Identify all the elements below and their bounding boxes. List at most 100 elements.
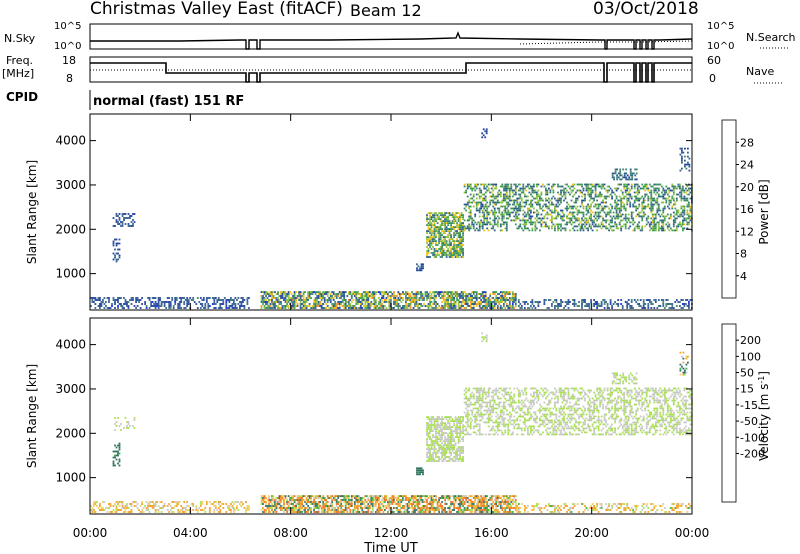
data-cell: [527, 213, 529, 216]
data-cell: [385, 495, 388, 497]
data-cell: [316, 297, 319, 299]
data-cell: [570, 199, 573, 202]
data-cell: [376, 507, 379, 509]
data-cell: [627, 213, 630, 216]
data-cell: [234, 501, 237, 503]
data-cell: [365, 301, 368, 303]
data-cell: [510, 183, 513, 186]
data-cell: [379, 301, 382, 303]
data-cell: [514, 199, 517, 202]
data-cell: [409, 501, 412, 503]
data-cell: [688, 165, 691, 168]
data-cell: [323, 507, 326, 509]
data-cell: [677, 211, 680, 214]
data-cell: [629, 189, 632, 192]
data-cell: [486, 185, 489, 188]
data-cell: [427, 244, 430, 246]
data-cell: [614, 221, 616, 224]
data-cell: [471, 197, 474, 200]
data-cell: [400, 501, 403, 503]
data-cell: [681, 149, 683, 152]
data-cell: [587, 187, 589, 190]
data-cell: [118, 254, 121, 257]
data-cell: [465, 293, 467, 295]
data-cell: [548, 213, 550, 216]
data-cell: [653, 217, 656, 220]
data-cell: [634, 168, 637, 171]
data-cell: [417, 265, 420, 268]
data-cell: [498, 297, 501, 299]
data-cell: [585, 209, 588, 212]
data-cell: [527, 303, 529, 305]
data-cell: [405, 503, 407, 505]
data-cell: [462, 256, 464, 258]
data-cell: [502, 221, 505, 224]
data-cell: [533, 197, 535, 200]
data-cell: [379, 495, 382, 497]
data-cell: [680, 197, 683, 200]
data-cell: [585, 227, 588, 230]
data-cell: [457, 236, 460, 238]
data-cell: [370, 501, 373, 503]
data-cell: [501, 211, 504, 214]
data-cell: [663, 193, 666, 196]
data-cell: [600, 201, 603, 204]
data-cell: [665, 191, 668, 194]
data-cell: [228, 507, 231, 509]
data-cell: [450, 222, 452, 224]
data-cell: [477, 297, 480, 299]
data-cell: [543, 217, 546, 220]
data-cell: [308, 303, 311, 305]
data-cell: [178, 511, 181, 513]
data-cell: [463, 229, 466, 232]
data-cell: [615, 217, 618, 220]
data-cell: [120, 501, 122, 503]
data-cell: [433, 218, 436, 220]
data-cell: [268, 501, 270, 503]
data-cell: [433, 234, 436, 236]
data-cell: [466, 225, 469, 228]
data-cell: [278, 501, 281, 503]
data-cell: [262, 299, 264, 301]
data-cell: [346, 495, 349, 497]
data-cell: [513, 203, 516, 206]
data-cell: [462, 497, 464, 499]
data-cell: [459, 248, 461, 250]
data-cell: [585, 205, 588, 208]
data-cell: [187, 301, 190, 303]
data-cell: [208, 501, 211, 503]
nsky-strip: N.Sky 10^5 10^0 10^5 10^0 N.Search: [4, 21, 796, 52]
data-cell: [472, 199, 475, 202]
data-cell: [566, 221, 568, 224]
data-cell: [507, 209, 510, 212]
data-cell: [367, 291, 370, 293]
data-cell: [648, 191, 651, 194]
data-cell: [459, 293, 461, 295]
data-cell: [381, 503, 383, 505]
data-cell: [304, 509, 306, 511]
data-cell: [325, 499, 328, 501]
data-cell: [376, 509, 379, 511]
data-cell: [454, 256, 457, 258]
data-cell: [594, 223, 597, 226]
data-cell: [536, 219, 538, 222]
data-cell: [680, 199, 683, 202]
data-cell: [427, 303, 430, 305]
data-cell: [397, 303, 400, 305]
data-cell: [298, 495, 300, 497]
data-cell: [364, 301, 367, 303]
data-cell: [688, 305, 690, 307]
data-cell: [642, 301, 645, 303]
data-cell: [390, 503, 392, 505]
data-cell: [364, 293, 367, 295]
data-cell: [687, 161, 689, 164]
data-cell: [593, 225, 595, 228]
data-cell: [382, 307, 385, 309]
data-cell: [481, 132, 484, 135]
data-cell: [415, 303, 418, 305]
data-cell: [359, 303, 362, 305]
data-cell: [457, 503, 460, 505]
data-cell: [599, 211, 601, 214]
data-cell: [539, 301, 541, 303]
data-cell: [666, 221, 669, 224]
